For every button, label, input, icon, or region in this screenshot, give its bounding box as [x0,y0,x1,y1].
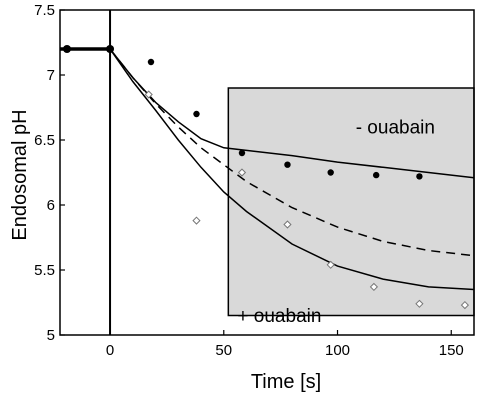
data-point-filled [193,110,200,118]
baseline-point [106,45,115,53]
annotation-2: + ouabain [237,306,321,327]
data-point-filled [238,149,246,157]
data-point-filled [284,161,291,168]
data-point-open [237,168,247,177]
plot-area: 5 5.5 6 6.5 7 7.5 0 50 100 150 - ouabain + ouabain [34,2,475,359]
y-axis-label: Endosomal pH [9,109,31,240]
y-tick-label: 5.5 [34,262,55,279]
data-point-open [326,260,335,269]
annotation-1: - ouabain [356,118,435,139]
shaded-region [227,87,475,317]
data-point-filled [327,169,334,176]
x-tick-label: 0 [106,342,114,359]
y-tick-label: 7 [47,67,55,84]
x-tick-label: 50 [215,342,232,359]
data-point-filled [147,58,155,66]
data-point-open [192,216,201,225]
y-tick-label: 6.5 [34,132,55,149]
data-point-filled [416,173,423,180]
y-tick-label: 5 [47,327,55,344]
baseline-point [63,45,71,53]
x-tick-label: 100 [325,342,350,359]
data-point-filled [372,171,380,179]
data-point-open [283,220,292,229]
x-tick-label: 150 [439,342,464,359]
data-point-open [460,300,470,310]
data-point-open [369,282,379,292]
plot-frame [59,9,475,336]
data-point-open [144,90,153,99]
x-axis-label: Time [s] [251,371,321,393]
fit-curve-3 [109,48,475,291]
y-tick-label: 7.5 [34,2,55,19]
data-point-open [415,299,424,308]
y-tick-label: 6 [47,197,55,214]
